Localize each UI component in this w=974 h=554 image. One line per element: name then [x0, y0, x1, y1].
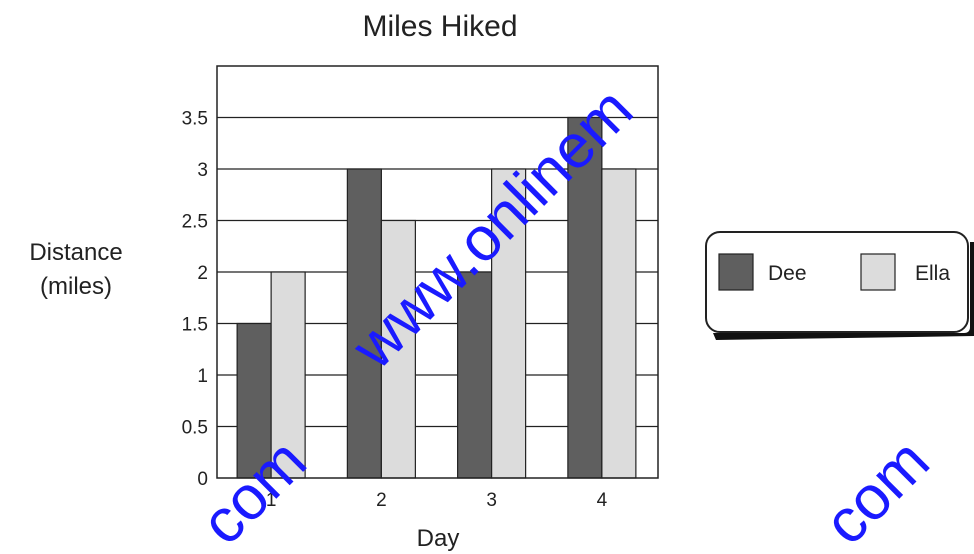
bar-ella-day-3	[491, 168, 527, 479]
y-tick-label: 2	[197, 263, 208, 284]
bar-dee-day-3	[457, 271, 493, 479]
y-tick-label: 2.5	[182, 212, 208, 233]
legend: Dee Ella	[705, 231, 974, 340]
plot-frame	[216, 65, 659, 479]
y-tick-labels: 0 0.5 1 1.5 2 2.5 3 3.5	[182, 109, 208, 491]
legend-swatch-ella	[860, 253, 896, 291]
bar-ella-day-4	[601, 168, 637, 479]
x-tick-label: 2	[376, 490, 387, 511]
watermark-corner-text-right: com	[811, 426, 943, 554]
x-tick-label: 3	[486, 490, 497, 511]
legend-label-dee: Dee	[768, 262, 807, 285]
y-axis-title-line-1: Distance	[29, 239, 122, 266]
y-tick-label: 0	[197, 469, 208, 490]
y-axis-title-line-2: (miles)	[40, 273, 112, 300]
x-tick-label: 1	[266, 490, 277, 511]
x-tick-labels: 1 2 3 4	[266, 490, 608, 511]
y-tick-label: 3.5	[182, 109, 208, 130]
bar-ella-day-1	[270, 271, 306, 479]
bar-ella-day-2	[380, 219, 416, 479]
y-tick-label: 1.5	[182, 315, 208, 336]
legend-label-ella: Ella	[915, 262, 950, 285]
y-tick-label: 0.5	[182, 418, 208, 439]
legend-swatch-dee	[718, 253, 754, 291]
y-tick-label: 3	[197, 160, 208, 181]
x-axis-title: Day	[417, 525, 460, 552]
y-tick-label: 1	[197, 366, 208, 387]
x-tick-label: 4	[597, 490, 608, 511]
bars	[236, 116, 637, 479]
legend-box	[705, 231, 969, 333]
chart-title: Miles Hiked	[362, 10, 517, 43]
bar-dee-day-2	[346, 168, 382, 479]
